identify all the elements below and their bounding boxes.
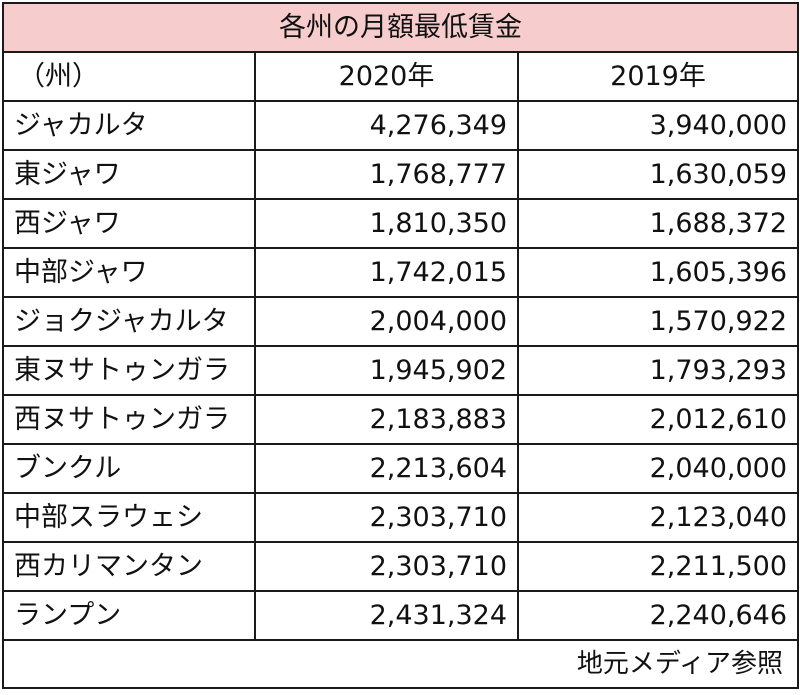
table-row: ブンクル 2,213,604 2,040,000 bbox=[2, 443, 800, 494]
wage-2020: 2,303,710 bbox=[254, 492, 519, 543]
table-row: 中部スラウェシ 2,303,710 2,123,040 bbox=[2, 492, 800, 543]
wage-2020: 2,183,883 bbox=[254, 394, 519, 445]
wage-2020: 2,431,324 bbox=[254, 590, 519, 641]
wage-2019: 2,012,610 bbox=[516, 394, 800, 445]
table-row: 西ジャワ 1,810,350 1,688,372 bbox=[2, 198, 800, 249]
table-row: 西ヌサトゥンガラ 2,183,883 2,012,610 bbox=[2, 394, 800, 445]
table-title: 各州の月額最低賃金 bbox=[1, 2, 800, 53]
wage-2019: 2,211,500 bbox=[516, 541, 800, 592]
wage-2020: 1,742,015 bbox=[254, 247, 519, 298]
wage-2020: 1,810,350 bbox=[254, 198, 519, 249]
table-row: 西カリマンタン 2,303,710 2,211,500 bbox=[2, 541, 800, 592]
wage-2020: 1,768,777 bbox=[254, 149, 519, 200]
state-name: 西ジャワ bbox=[2, 198, 256, 249]
wage-2019: 2,240,646 bbox=[516, 590, 800, 641]
state-name: 東ジャワ bbox=[2, 149, 256, 200]
state-name: ジャカルタ bbox=[2, 100, 256, 151]
table-row: ランプン 2,431,324 2,240,646 bbox=[2, 590, 800, 641]
wage-2019: 3,940,000 bbox=[516, 100, 800, 151]
state-name: 中部スラウェシ bbox=[2, 492, 256, 543]
state-name: ランプン bbox=[2, 590, 256, 641]
table-row: 東ジャワ 1,768,777 1,630,059 bbox=[2, 149, 800, 200]
header-2019: 2019年 bbox=[516, 51, 800, 102]
state-name: ジョクジャカルタ bbox=[2, 296, 256, 347]
source-row: 地元メディア参照 bbox=[1, 639, 800, 689]
state-name: 西ヌサトゥンガラ bbox=[2, 394, 256, 445]
header-row: （州） 2020年 2019年 bbox=[2, 51, 800, 102]
wage-2019: 1,688,372 bbox=[516, 198, 800, 249]
wage-2019: 2,040,000 bbox=[516, 443, 800, 494]
wage-2019: 1,630,059 bbox=[516, 149, 800, 200]
wage-2019: 2,123,040 bbox=[516, 492, 800, 543]
wage-2020: 2,303,710 bbox=[254, 541, 519, 592]
table-row: 東ヌサトゥンガラ 1,945,902 1,793,293 bbox=[2, 345, 800, 396]
header-2020: 2020年 bbox=[254, 51, 519, 102]
wage-2020: 4,276,349 bbox=[254, 100, 519, 151]
wage-2019: 1,570,922 bbox=[516, 296, 800, 347]
table-row: ジョクジャカルタ 2,004,000 1,570,922 bbox=[2, 296, 800, 347]
state-name: ブンクル bbox=[2, 443, 256, 494]
wage-2019: 1,793,293 bbox=[516, 345, 800, 396]
state-name: 東ヌサトゥンガラ bbox=[2, 345, 256, 396]
wage-2020: 2,213,604 bbox=[254, 443, 519, 494]
table-row: ジャカルタ 4,276,349 3,940,000 bbox=[2, 100, 800, 151]
wage-2020: 2,004,000 bbox=[254, 296, 519, 347]
wage-2019: 1,605,396 bbox=[516, 247, 800, 298]
header-state: （州） bbox=[2, 51, 256, 102]
wage-2020: 1,945,902 bbox=[254, 345, 519, 396]
state-name: 西カリマンタン bbox=[2, 541, 256, 592]
table-row: 中部ジャワ 1,742,015 1,605,396 bbox=[2, 247, 800, 298]
source-note: 地元メディア参照 bbox=[1, 639, 800, 689]
title-row: 各州の月額最低賃金 bbox=[1, 2, 800, 53]
state-name: 中部ジャワ bbox=[2, 247, 256, 298]
